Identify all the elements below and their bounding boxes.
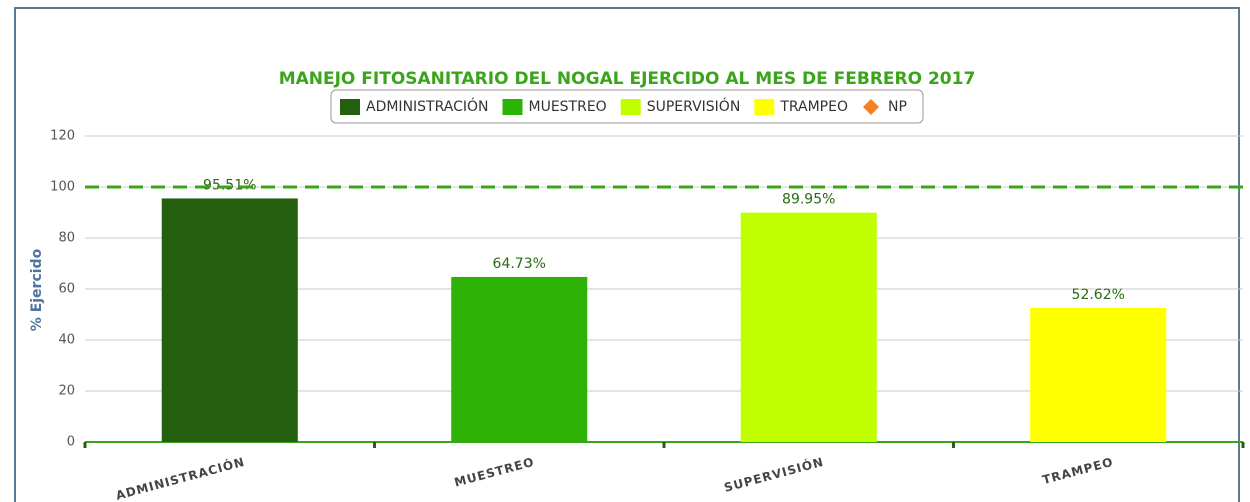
- legend-label: ADMINISTRACIÓN: [366, 97, 489, 115]
- bar: [161, 198, 298, 442]
- y-tick-label: 80: [58, 231, 75, 246]
- y-axis-label: % Ejercido: [29, 248, 45, 331]
- legend-label: NP: [888, 99, 907, 115]
- data-label: 95.51%: [203, 177, 256, 193]
- legend-label: MUESTREO: [529, 99, 607, 115]
- y-tick-label: 100: [50, 180, 75, 195]
- y-tick-label: 120: [50, 129, 75, 144]
- y-tick-label: 60: [58, 282, 75, 297]
- chart-title: MANEJO FITOSANITARIO DEL NOGAL EJERCIDO …: [279, 69, 976, 89]
- legend-marker: [620, 99, 641, 115]
- legend-marker: [754, 99, 775, 115]
- bar: [451, 276, 588, 442]
- y-tick-label: 20: [58, 384, 75, 399]
- data-label: 64.73%: [493, 256, 546, 272]
- legend-marker: [340, 99, 360, 115]
- legend-label: TRAMPEO: [779, 99, 848, 115]
- y-tick-label: 0: [67, 435, 75, 450]
- legend-marker: [502, 99, 523, 115]
- y-tick-label: 40: [58, 333, 75, 348]
- bar: [740, 212, 877, 442]
- bar: [1030, 307, 1167, 442]
- legend-marker: [863, 99, 879, 115]
- data-label: 52.62%: [1072, 287, 1125, 303]
- data-label: 89.95%: [782, 192, 835, 208]
- legend-label: SUPERVISIÓN: [647, 97, 741, 115]
